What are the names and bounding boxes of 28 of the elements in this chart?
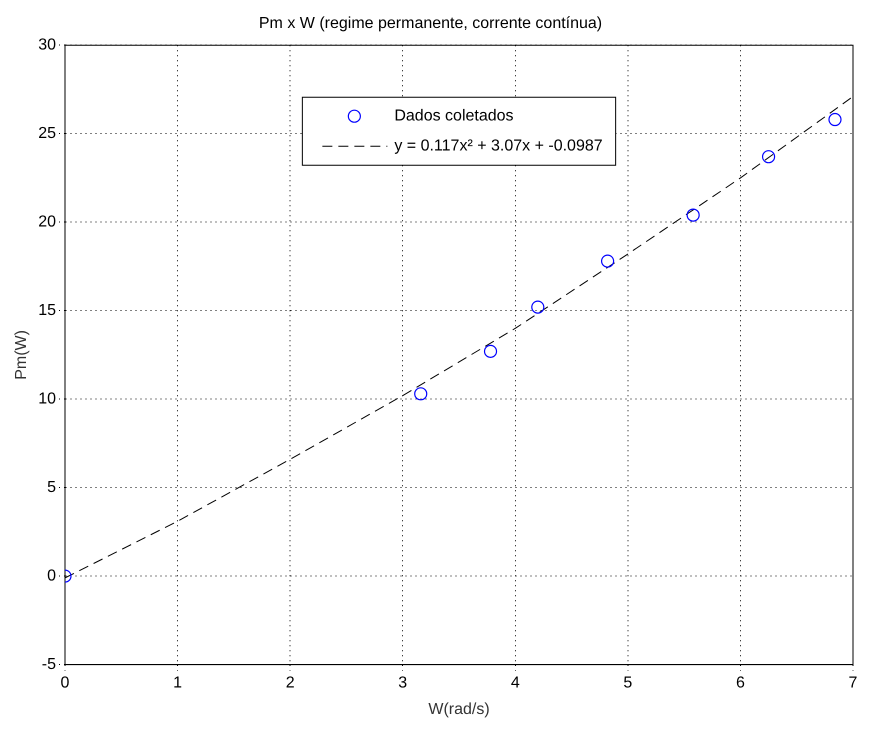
legend-label: y = 0.117x² + 3.07x + -0.0987	[394, 138, 603, 155]
legend-label: Dados coletados	[394, 108, 514, 125]
chart-title: Pm x W (regime permanente, corrente contínua)	[258, 15, 602, 32]
x-tick-label: 2	[286, 674, 295, 692]
y-tick-label: -5	[42, 656, 56, 674]
y-tick-label: 30	[38, 36, 56, 54]
y-tick-label: 5	[47, 479, 56, 496]
point	[828, 112, 842, 126]
y-axis-title: Pm(W)	[13, 330, 30, 380]
x-tick-label: 7	[848, 674, 858, 692]
y-tick-label: 20	[38, 214, 56, 231]
point	[531, 300, 544, 314]
point	[600, 254, 614, 268]
x-tick-label: 0	[60, 674, 70, 692]
y-tick-label: 15	[38, 302, 56, 320]
y-tick-label: 10	[38, 390, 56, 408]
y-tick-label: 0	[47, 568, 56, 585]
point	[484, 344, 498, 358]
point	[414, 387, 428, 400]
x-tick-label: 5	[623, 674, 632, 692]
x-axis-title: W(rad/s)	[428, 700, 490, 718]
y-tick-label: 25	[38, 125, 56, 142]
point	[686, 208, 700, 222]
x-tick-label: 4	[510, 674, 520, 692]
x-tick-label: 3	[398, 674, 408, 692]
point	[762, 150, 776, 164]
x-tick-label: 6	[736, 674, 745, 692]
x-tick-label: 1	[173, 674, 182, 692]
